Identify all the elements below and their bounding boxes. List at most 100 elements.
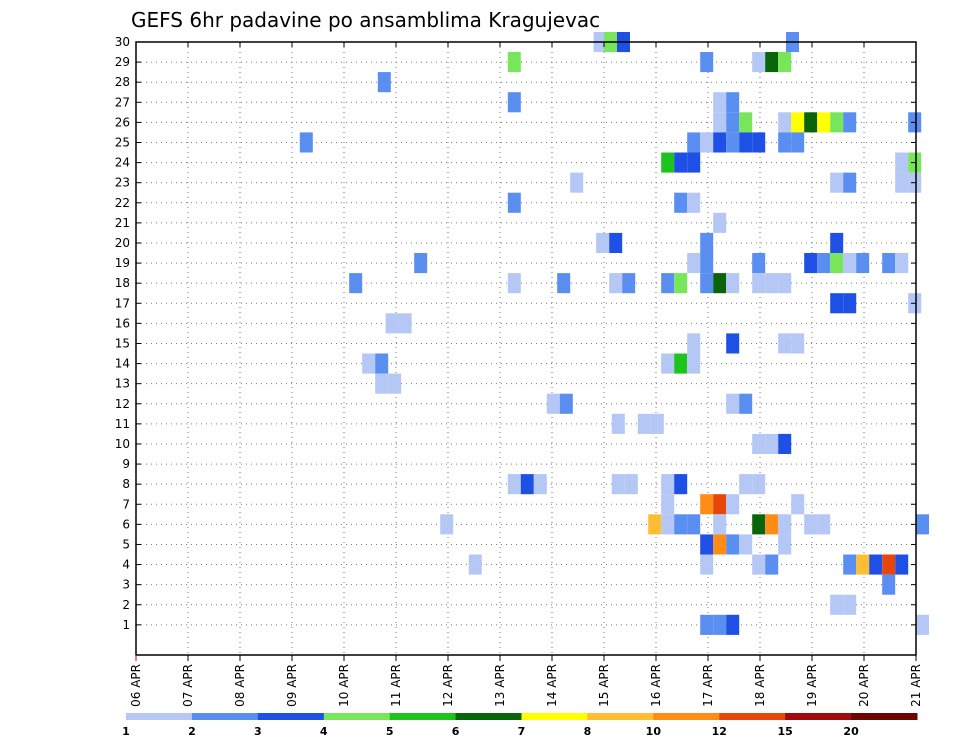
precip-cell [533, 474, 547, 495]
colorbar-segment [323, 713, 391, 720]
precip-cell [791, 494, 805, 515]
colorbar-segment [389, 713, 457, 720]
precip-cell [713, 212, 727, 233]
precip-cell [713, 514, 727, 535]
colorbar-segment [126, 713, 193, 720]
precip-cell [700, 132, 714, 153]
precip-cell [830, 253, 844, 274]
precip-cell [739, 112, 753, 133]
colorbar-label: 7 [518, 725, 526, 738]
precip-cell [388, 373, 402, 394]
precip-cell [661, 152, 675, 173]
y-tick-label: 1 [122, 618, 130, 632]
y-tick-label: 25 [115, 135, 130, 149]
precip-cell [843, 253, 857, 274]
precip-cell [765, 52, 779, 73]
precip-cell [700, 253, 714, 274]
colorbar-segment [785, 713, 852, 720]
precip-cell [895, 253, 909, 274]
precip-cell [869, 554, 883, 575]
precip-cell [507, 474, 521, 495]
precip-cell [609, 232, 623, 253]
precip-cell [398, 313, 412, 334]
precip-cell [713, 92, 727, 113]
x-tick-label: 21 APR [909, 664, 923, 707]
y-tick-label: 26 [115, 115, 130, 129]
colorbar-segment [521, 713, 588, 720]
precip-cell [622, 273, 636, 294]
x-tick-label: 06 APR [129, 664, 143, 707]
x-tick-label: 17 APR [701, 664, 715, 707]
precip-cell [765, 554, 779, 575]
y-tick-label: 13 [115, 377, 130, 391]
colorbar-segment [455, 713, 522, 720]
precip-cell [726, 273, 740, 294]
x-tick-label: 11 APR [389, 664, 403, 707]
precip-cell [752, 132, 766, 153]
precip-cell [778, 112, 792, 133]
precip-cell [752, 52, 766, 73]
precip-cell [414, 253, 428, 274]
precip-cell [817, 514, 831, 535]
y-tick-label: 27 [115, 95, 130, 109]
precip-cell [882, 253, 896, 274]
colorbar-label: 4 [320, 725, 328, 738]
precip-cell [713, 273, 727, 294]
precip-cell [791, 112, 805, 133]
precip-cell [674, 514, 688, 535]
colorbar-segment [257, 713, 325, 720]
precip-cell [674, 192, 688, 213]
precip-cell [700, 232, 714, 253]
precip-cell [507, 192, 521, 213]
precip-cell [713, 132, 727, 153]
y-tick-label: 23 [115, 176, 130, 190]
precip-cell [726, 494, 740, 515]
precip-cell [520, 474, 534, 495]
precip-cell [752, 514, 766, 535]
y-tick-label: 8 [122, 477, 130, 491]
precip-cell [700, 494, 714, 515]
precip-cell [687, 192, 701, 213]
precip-cell [661, 273, 675, 294]
x-tick-label: 09 APR [285, 664, 299, 707]
precip-cell [362, 353, 376, 374]
x-tick-label: 18 APR [753, 664, 767, 707]
y-tick-label: 30 [115, 35, 130, 49]
y-tick-label: 19 [115, 256, 130, 270]
colorbar-label: 8 [584, 725, 592, 738]
precip-cell [843, 554, 857, 575]
colorbar-label: 3 [254, 725, 262, 738]
precip-cell [726, 92, 740, 113]
precip-cell [661, 474, 675, 495]
colorbar-label: 12 [712, 725, 727, 738]
precip-cell [791, 132, 805, 153]
precip-cell [804, 514, 818, 535]
precip-cell [804, 112, 818, 133]
precip-cell [375, 373, 389, 394]
precip-cell [726, 534, 740, 555]
precip-cell [830, 232, 844, 253]
precip-cell [713, 614, 727, 635]
y-tick-label: 14 [115, 357, 130, 371]
precip-cell [687, 253, 701, 274]
x-tick-label: 15 APR [597, 664, 611, 707]
x-tick-label: 14 APR [545, 664, 559, 707]
colorbar-label: 20 [843, 725, 859, 738]
precip-cell [596, 232, 610, 253]
precip-cell [765, 433, 779, 454]
precip-cell [804, 253, 818, 274]
y-tick-label: 3 [122, 578, 130, 592]
precip-cell [739, 534, 753, 555]
precip-cell [299, 132, 313, 153]
precip-cell [726, 333, 740, 354]
precip-cell [546, 393, 560, 414]
precip-cell [700, 273, 714, 294]
x-tick-label: 08 APR [233, 664, 247, 707]
precip-cell [843, 293, 857, 314]
precip-cell [661, 514, 675, 535]
precip-cell [648, 514, 662, 535]
precip-cell [778, 514, 792, 535]
y-tick-label: 20 [115, 236, 130, 250]
precip-cell [752, 433, 766, 454]
